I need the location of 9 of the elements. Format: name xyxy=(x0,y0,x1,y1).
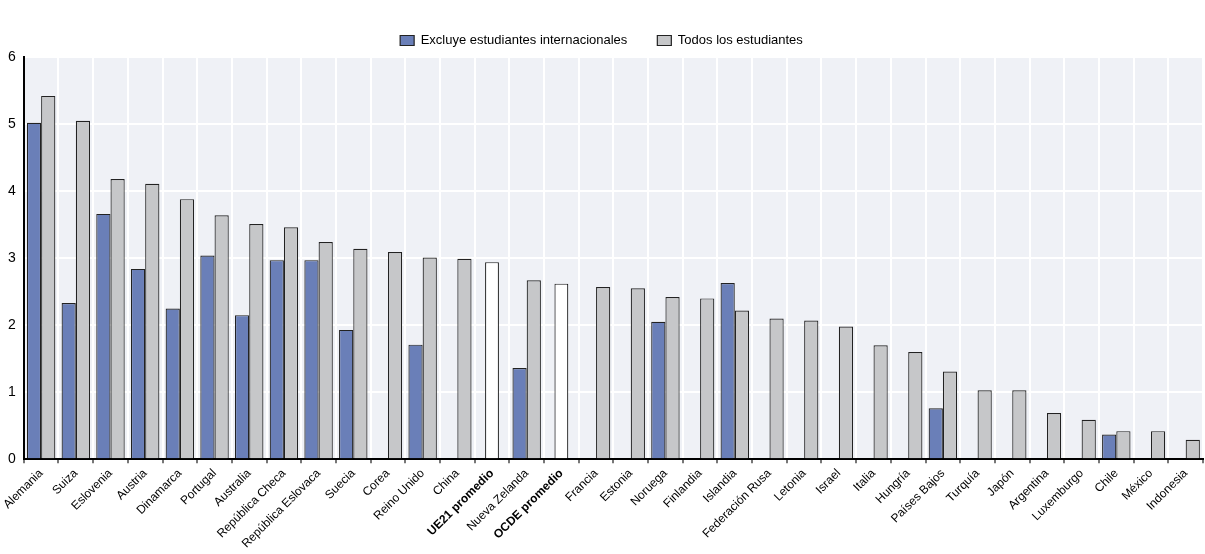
y-tick-label: 0 xyxy=(7,450,16,467)
legend-label: Excluye estudiantes internacionales xyxy=(420,32,628,48)
y-tick-label: 5 xyxy=(7,114,16,131)
y-tick-label: 3 xyxy=(7,249,16,266)
y-tick-label: 6 xyxy=(7,47,16,64)
legend-label: Todos los estudiantes xyxy=(677,32,804,48)
y-tick-label: 2 xyxy=(7,316,16,333)
y-tick-label: 4 xyxy=(7,181,16,198)
y-tick-label: 1 xyxy=(7,383,16,400)
